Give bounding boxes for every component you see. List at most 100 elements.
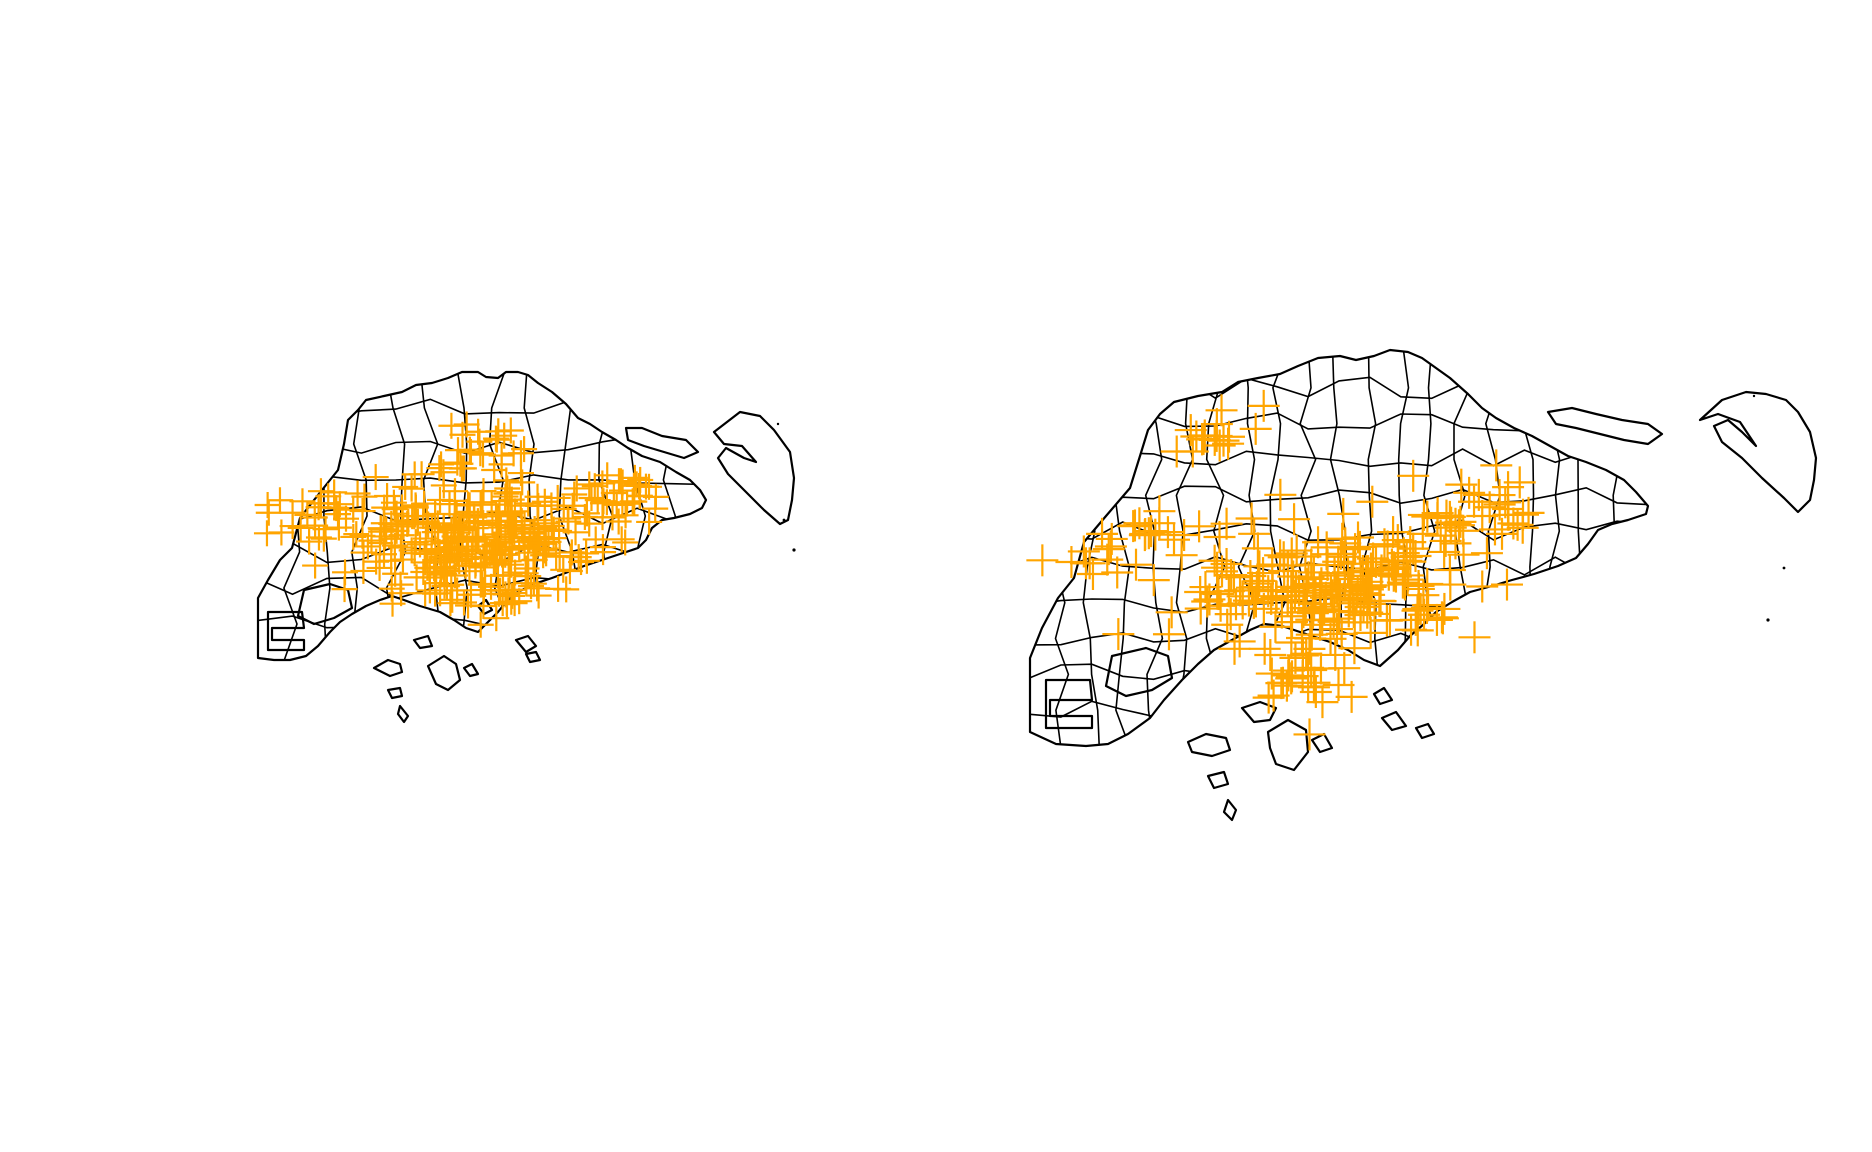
point-marker bbox=[1458, 621, 1491, 654]
main-island-outline bbox=[1028, 348, 1650, 748]
point-marker bbox=[371, 541, 398, 568]
point-marker bbox=[589, 504, 616, 531]
point-marker bbox=[556, 558, 583, 585]
point-marker bbox=[1286, 639, 1319, 672]
southern-island-5 bbox=[396, 704, 410, 724]
point-marker bbox=[511, 436, 538, 463]
point-marker bbox=[506, 588, 533, 615]
point-marker bbox=[1247, 389, 1280, 422]
point-marker bbox=[1453, 476, 1486, 509]
point-marker bbox=[382, 560, 409, 587]
point-marker bbox=[443, 501, 470, 528]
point-marker bbox=[524, 575, 551, 602]
point-marker bbox=[408, 461, 435, 488]
point-marker bbox=[1478, 513, 1511, 546]
point-marker bbox=[584, 487, 611, 514]
point-marker bbox=[456, 436, 483, 463]
point-marker bbox=[578, 484, 605, 511]
point-marker bbox=[412, 525, 439, 552]
point-marker bbox=[1264, 478, 1297, 511]
point-marker bbox=[470, 577, 497, 604]
point-marker bbox=[1445, 468, 1478, 501]
point-marker bbox=[287, 514, 314, 541]
point-marker bbox=[1143, 495, 1176, 528]
point-marker bbox=[416, 577, 443, 604]
point-marker bbox=[483, 605, 510, 632]
point-marker bbox=[362, 464, 389, 491]
point-marker bbox=[498, 486, 525, 513]
point-marker bbox=[1302, 526, 1335, 559]
point-marker bbox=[531, 488, 558, 515]
point-marker bbox=[1201, 577, 1234, 610]
point-marker bbox=[1117, 510, 1150, 543]
point-marker bbox=[1256, 548, 1289, 581]
subzone-boundary-line bbox=[1054, 351, 1070, 746]
point-marker bbox=[389, 494, 416, 521]
point-marker bbox=[1466, 570, 1499, 603]
subzone-boundary-line bbox=[1607, 351, 1624, 746]
point-marker bbox=[607, 468, 634, 495]
point-marker bbox=[441, 487, 468, 514]
point-marker bbox=[1275, 660, 1308, 693]
point-marker bbox=[1238, 517, 1271, 550]
point-marker bbox=[372, 523, 399, 550]
point-marker bbox=[544, 484, 571, 511]
point-marker bbox=[1309, 581, 1342, 614]
point-marker bbox=[573, 500, 600, 527]
point-marker bbox=[498, 551, 525, 578]
point-marker bbox=[1310, 538, 1343, 571]
point-marker bbox=[302, 552, 329, 579]
point-marker bbox=[524, 483, 551, 510]
point-marker bbox=[485, 507, 512, 534]
point-marker bbox=[1183, 510, 1216, 543]
point-marker bbox=[1252, 681, 1285, 714]
point-marker bbox=[1424, 519, 1457, 552]
point-marker bbox=[453, 545, 480, 572]
point-marker bbox=[450, 455, 477, 482]
point-marker bbox=[1355, 569, 1388, 602]
point-marker bbox=[1344, 591, 1377, 624]
point-marker bbox=[609, 469, 636, 496]
point-marker bbox=[1373, 604, 1406, 637]
point-marker bbox=[1439, 527, 1472, 560]
point-marker bbox=[1120, 548, 1153, 581]
point-marker bbox=[481, 550, 508, 577]
point-marker bbox=[525, 582, 552, 609]
point-marker bbox=[435, 535, 462, 562]
point-marker bbox=[451, 589, 478, 616]
point-marker bbox=[343, 521, 370, 548]
southern-island-7 bbox=[1380, 710, 1408, 732]
southern-island-4 bbox=[1206, 770, 1230, 790]
point-marker bbox=[392, 473, 419, 500]
subzone-boundary-line bbox=[523, 372, 540, 660]
point-marker bbox=[1280, 534, 1313, 567]
point-marker bbox=[326, 491, 353, 518]
point-marker bbox=[484, 526, 511, 553]
point-marker bbox=[525, 524, 552, 551]
point-marker bbox=[1217, 561, 1250, 594]
subzone-boundary-line bbox=[320, 372, 334, 660]
point-marker bbox=[1377, 516, 1410, 549]
point-marker bbox=[1399, 540, 1432, 573]
point-marker bbox=[374, 483, 401, 510]
point-marker bbox=[1401, 594, 1434, 627]
point-marker bbox=[1067, 535, 1100, 568]
southern-island-5 bbox=[1222, 798, 1238, 822]
point-marker bbox=[1193, 583, 1226, 616]
point-marker bbox=[1425, 601, 1458, 634]
point-marker bbox=[449, 421, 476, 448]
point-marker bbox=[590, 539, 617, 566]
point-marker bbox=[403, 564, 430, 591]
point-marker bbox=[1165, 539, 1198, 572]
point-marker bbox=[268, 519, 295, 546]
point-marker bbox=[1200, 419, 1233, 452]
point-marker bbox=[612, 502, 639, 529]
point-marker bbox=[1411, 500, 1444, 533]
subzone-boundary-line bbox=[1030, 519, 1648, 542]
point-marker bbox=[483, 501, 510, 528]
southern-island-2 bbox=[1240, 700, 1278, 724]
southern-island-6 bbox=[462, 662, 480, 678]
point-marker bbox=[503, 512, 530, 539]
point-marker bbox=[1397, 459, 1430, 492]
point-marker bbox=[1240, 571, 1273, 604]
